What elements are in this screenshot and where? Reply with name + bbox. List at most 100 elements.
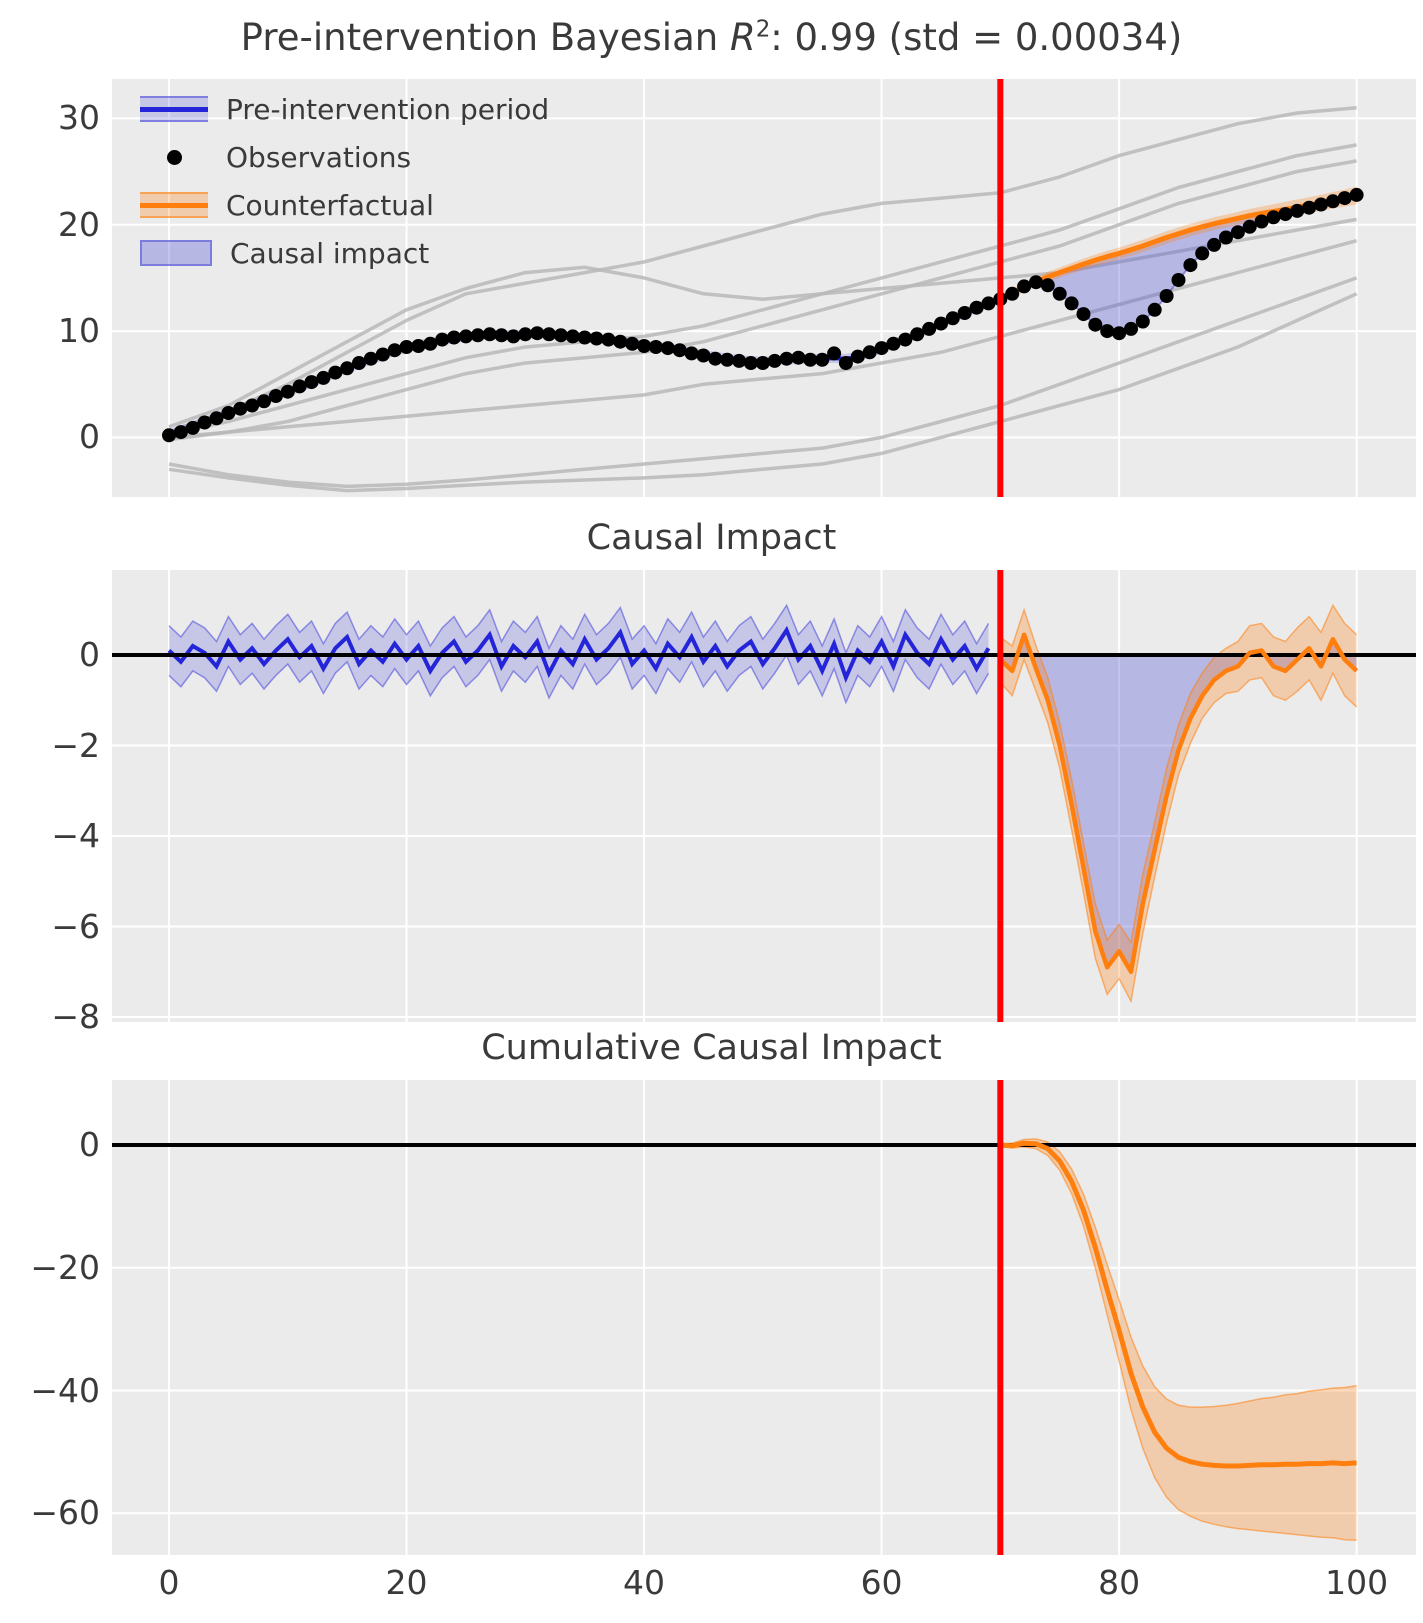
- observation-dot: [862, 345, 877, 360]
- observation-dot: [494, 328, 509, 343]
- legend-label: Pre-intervention period: [226, 92, 550, 126]
- observation-dot: [672, 343, 687, 358]
- observation-dot: [375, 347, 390, 362]
- observation-dot: [1325, 194, 1340, 209]
- observation-dot: [625, 336, 640, 351]
- observation-dot: [945, 311, 960, 326]
- observation-dot: [530, 326, 545, 341]
- observation-dot: [328, 365, 343, 380]
- impact-pre-line: [167, 625, 991, 684]
- observation-dot: [257, 394, 271, 409]
- legend-item-causal-impact: Causal impact: [140, 236, 429, 270]
- observation-dot: [755, 356, 770, 370]
- observation-dot: [173, 425, 188, 440]
- observation-dot: [1171, 273, 1186, 287]
- observation-dot: [340, 361, 355, 376]
- observation-dot: [827, 346, 842, 361]
- x-tick-label: 100: [1325, 1563, 1389, 1602]
- y-tick-label: 20: [58, 204, 100, 244]
- legend-swatch-dot: [140, 146, 208, 168]
- observation-dot: [1302, 200, 1317, 215]
- panel-3-plot: [112, 1080, 1416, 1555]
- observation-dot: [197, 415, 212, 430]
- observation-dot: [637, 339, 652, 353]
- observation-dot: [1088, 317, 1103, 332]
- observation-dot: [815, 352, 830, 367]
- observation-dot: [660, 341, 675, 356]
- observation-dot: [732, 353, 747, 368]
- observation-dot: [708, 351, 723, 366]
- legend-item-pre-intervention-period: Pre-intervention period: [140, 92, 549, 126]
- y-tick-label: −8: [51, 997, 100, 1037]
- y-tick-label: −20: [30, 1247, 100, 1287]
- legend-swatch-orange-band-line: [140, 192, 208, 218]
- observation-dot: [209, 411, 224, 426]
- observation-dot: [292, 379, 307, 394]
- panel-2-title: Causal Impact: [586, 518, 837, 558]
- observation-dot: [874, 341, 889, 356]
- observation-dot: [898, 332, 913, 347]
- observation-dot: [470, 328, 485, 343]
- observation-dot: [411, 339, 426, 353]
- observation-dot: [934, 316, 948, 331]
- observation-dot: [458, 329, 473, 344]
- legend-label: Causal impact: [230, 236, 430, 270]
- observation-dot: [233, 401, 248, 416]
- legend-swatch-blue-band-line: [140, 96, 208, 122]
- observation-dot: [553, 328, 568, 343]
- observation-dot: [1337, 191, 1352, 206]
- observation-dot: [1195, 246, 1210, 261]
- observation-dot: [1135, 314, 1150, 329]
- observation-dot: [1005, 286, 1020, 301]
- observation-dot: [743, 356, 758, 370]
- legend-item-counterfactual: Counterfactual: [140, 188, 434, 222]
- legend-swatch-purple-fill: [140, 240, 212, 266]
- observation-dot: [1290, 203, 1305, 218]
- observation-dot: [185, 420, 200, 435]
- panel-1-background: [112, 79, 1416, 497]
- observation-dot: [589, 331, 604, 346]
- cumulative-band: [1000, 1138, 1357, 1541]
- observation-dot: [720, 352, 735, 367]
- observation-dot: [162, 428, 176, 443]
- observation-dot: [1242, 219, 1257, 234]
- cumulative-line: [1000, 1140, 1357, 1469]
- y-tick-label: −4: [51, 816, 100, 856]
- control-unit-line: [168, 276, 1358, 489]
- observation-dot: [316, 370, 331, 385]
- control-unit-line: [168, 143, 1357, 436]
- observation-dot: [506, 329, 521, 344]
- observation-dot: [1064, 296, 1079, 311]
- impact-pre-band-edge: [168, 653, 990, 705]
- observation-dot: [1266, 210, 1281, 225]
- y-tick-label: 10: [58, 311, 100, 351]
- observation-dot: [423, 336, 438, 351]
- observation-dot: [245, 398, 260, 413]
- observation-dot: [221, 406, 236, 420]
- x-tick-label: 60: [860, 1563, 903, 1602]
- observation-dot: [268, 389, 283, 403]
- y-tick-label: 0: [79, 417, 100, 457]
- observation-dot: [565, 329, 580, 344]
- observation-dot: [1254, 214, 1269, 229]
- impact-pre-band-edge: [168, 603, 990, 655]
- x-tick-label: 40: [623, 1563, 666, 1602]
- control-unit-line: [168, 105, 1357, 434]
- observation-dot: [838, 356, 853, 370]
- observation-dot: [910, 327, 925, 342]
- observation-dot: [1230, 225, 1245, 240]
- legend-item-observations: Observations: [140, 140, 411, 174]
- observation-dot: [577, 330, 592, 345]
- observation-dot: [1076, 307, 1091, 322]
- observation-dot: [648, 340, 663, 354]
- observation-dot: [696, 348, 711, 363]
- observation-dot: [352, 356, 366, 370]
- observation-dot: [1112, 326, 1127, 341]
- y-tick-label: 0: [79, 635, 100, 675]
- observation-dot: [1029, 275, 1043, 290]
- legend-observation-dot: [166, 149, 182, 165]
- observation-dot: [304, 375, 319, 390]
- observation-dot: [1219, 230, 1233, 245]
- panel-1-plot: [112, 79, 1416, 497]
